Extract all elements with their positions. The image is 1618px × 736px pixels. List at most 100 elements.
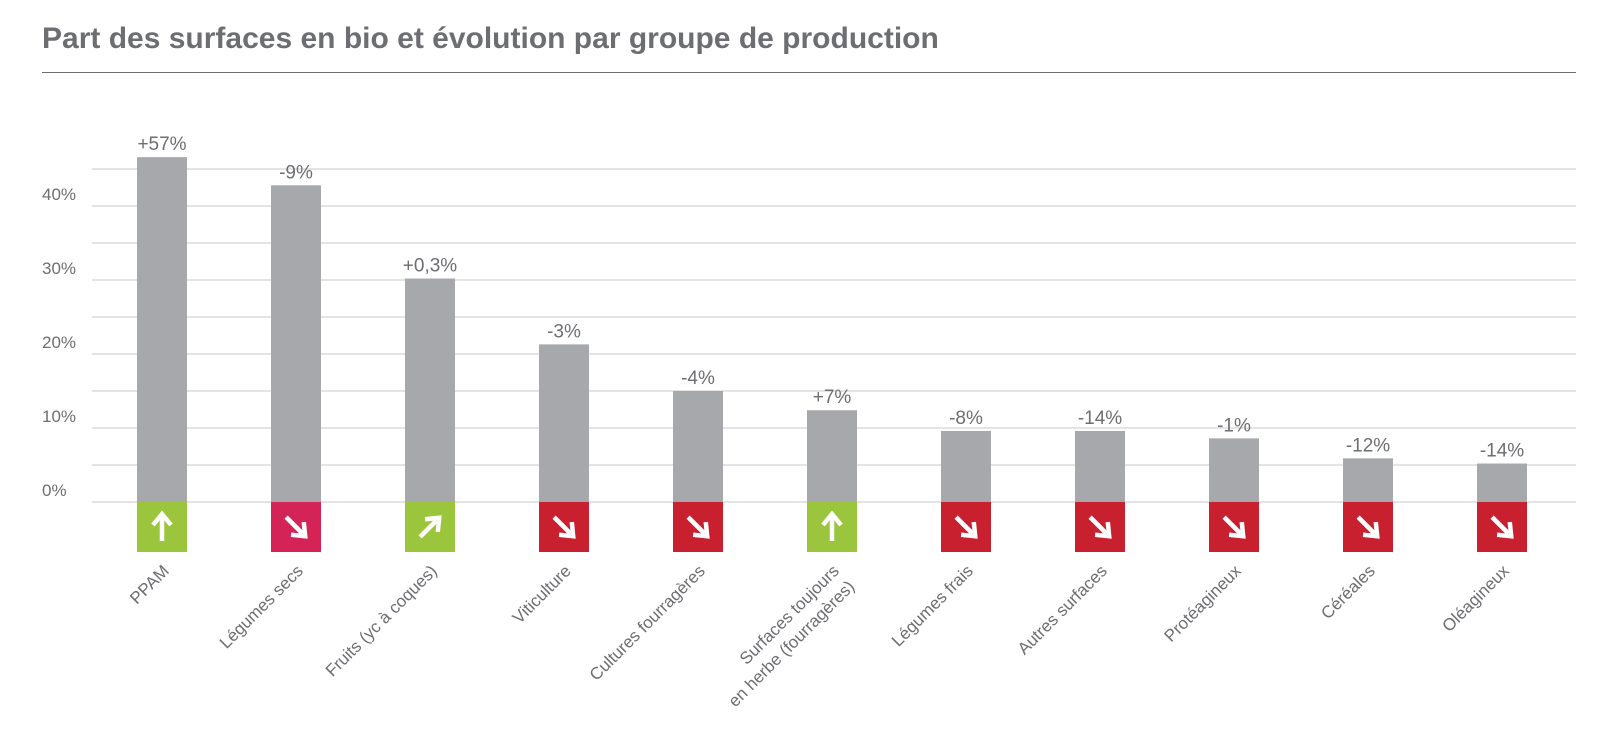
y-axis-ticks: 0% 10% 20% 30% 40% — [42, 185, 76, 500]
x-tick-label-line: Légumes secs — [216, 561, 307, 652]
y-tick-label: 30% — [42, 259, 76, 278]
arrow-shaft — [1490, 515, 1510, 535]
arrow-head — [692, 521, 710, 539]
bar — [807, 410, 857, 502]
bar — [1075, 430, 1125, 502]
evolution-indicator — [941, 502, 991, 552]
arrow-down-right-icon — [1490, 515, 1514, 539]
x-tick-label: Fruits (yc à coques) — [322, 561, 441, 680]
x-tick-label: Surfaces toujoursen herbe (fourragères) — [709, 561, 858, 710]
arrow-up-icon — [821, 510, 843, 541]
arrow-shaft — [954, 515, 974, 535]
evolution-indicator — [271, 502, 321, 552]
arrow-down-right-icon — [284, 515, 308, 539]
bar — [1343, 458, 1393, 502]
x-tick-label: Oléagineux — [1439, 561, 1514, 636]
evolution-label: -12% — [1346, 435, 1390, 456]
x-tick-label-line: Céréales — [1317, 561, 1379, 623]
arrow-down-right-icon — [1222, 515, 1246, 539]
evolution-label: -14% — [1480, 441, 1524, 462]
y-tick-label: 10% — [42, 407, 76, 426]
arrow-shaft — [1088, 515, 1108, 535]
evolution-label: -3% — [547, 321, 581, 342]
evolution-indicator — [1075, 502, 1125, 552]
evolution-label: +0,3% — [403, 256, 458, 277]
x-tick-label: Viticulture — [509, 561, 575, 627]
x-tick-label-line: Légumes frais — [888, 561, 977, 650]
evolution-indicator — [539, 502, 589, 552]
evolution-indicator — [1477, 502, 1527, 552]
x-tick-label: Cultures fourragères — [586, 561, 709, 684]
x-tick-label: Autres surfaces — [1014, 561, 1111, 658]
x-tick-label-line: Protéagineux — [1161, 561, 1246, 646]
arrow-head — [290, 521, 308, 539]
arrow-head — [1496, 521, 1514, 539]
x-tick-label: Légumes secs — [216, 561, 307, 652]
evolution-indicators — [137, 502, 1527, 552]
arrow-head — [960, 521, 978, 539]
bar — [539, 344, 589, 502]
arrow-down-right-icon — [1088, 515, 1112, 539]
evolution-labels: +57% -9% +0,3% -3% -4% +7% -8% -14% -1% -12% -14% — [137, 134, 1524, 461]
evolution-label: -4% — [681, 368, 715, 389]
y-tick-label: 20% — [42, 333, 76, 352]
bar — [1209, 438, 1259, 502]
evolution-indicator — [1209, 502, 1259, 552]
x-tick-label-line: PPAM — [126, 561, 173, 608]
evolution-label: -9% — [279, 162, 313, 183]
bar — [137, 157, 187, 502]
evolution-indicator — [137, 502, 187, 552]
x-tick-label-line: Autres surfaces — [1014, 561, 1111, 658]
arrow-shaft — [686, 515, 706, 535]
bars — [137, 157, 1527, 502]
bar — [941, 430, 991, 502]
x-tick-label: Légumes frais — [888, 561, 977, 650]
arrow-shaft — [284, 515, 304, 535]
evolution-indicator — [1343, 502, 1393, 552]
arrow-up-icon — [151, 510, 173, 541]
title-divider — [42, 72, 1576, 73]
evolution-label: -1% — [1217, 415, 1251, 436]
arrow-shaft — [418, 519, 438, 539]
arrow-head — [1362, 521, 1380, 539]
evolution-indicator — [673, 502, 723, 552]
grid-lines — [92, 168, 1576, 503]
evolution-label: -14% — [1078, 408, 1122, 429]
y-tick-label: 40% — [42, 185, 76, 204]
y-tick-label: 0% — [42, 481, 67, 500]
arrow-head — [1094, 521, 1112, 539]
evolution-label: +7% — [813, 387, 852, 408]
bar — [673, 391, 723, 502]
bar — [405, 278, 455, 502]
evolution-indicator — [807, 502, 857, 552]
arrow-head — [151, 510, 173, 527]
arrow-down-right-icon — [954, 515, 978, 539]
x-tick-label-line: Fruits (yc à coques) — [322, 561, 441, 680]
chart-title: Part des surfaces en bio et évolution pa… — [42, 22, 939, 55]
x-tick-label: PPAM — [126, 561, 173, 608]
arrow-shaft — [1222, 515, 1242, 535]
bar — [271, 185, 321, 502]
bar — [1477, 463, 1527, 502]
evolution-indicator — [405, 502, 455, 552]
arrow-up-right-icon — [418, 515, 442, 539]
x-tick-label-line: Cultures fourragères — [586, 561, 709, 684]
arrow-down-right-icon — [686, 515, 710, 539]
arrow-head — [424, 515, 442, 533]
evolution-label: -8% — [949, 408, 983, 429]
x-tick-label-line: Oléagineux — [1439, 561, 1514, 636]
evolution-label: +57% — [137, 134, 186, 155]
x-tick-label: Protéagineux — [1161, 561, 1246, 646]
arrow-head — [1228, 521, 1246, 539]
x-axis-labels: PPAM Légumes secs Fruits (yc à coques) Viti… — [126, 561, 1513, 711]
arrow-head — [558, 521, 576, 539]
arrow-down-right-icon — [552, 515, 576, 539]
x-tick-label-line: en herbe (fourragères) — [725, 577, 859, 711]
arrow-down-right-icon — [1356, 515, 1380, 539]
arrow-shaft — [1356, 515, 1376, 535]
x-tick-label-line: Viticulture — [509, 561, 575, 627]
x-tick-label: Céréales — [1317, 561, 1379, 623]
arrow-shaft — [552, 515, 572, 535]
arrow-head — [821, 510, 843, 527]
